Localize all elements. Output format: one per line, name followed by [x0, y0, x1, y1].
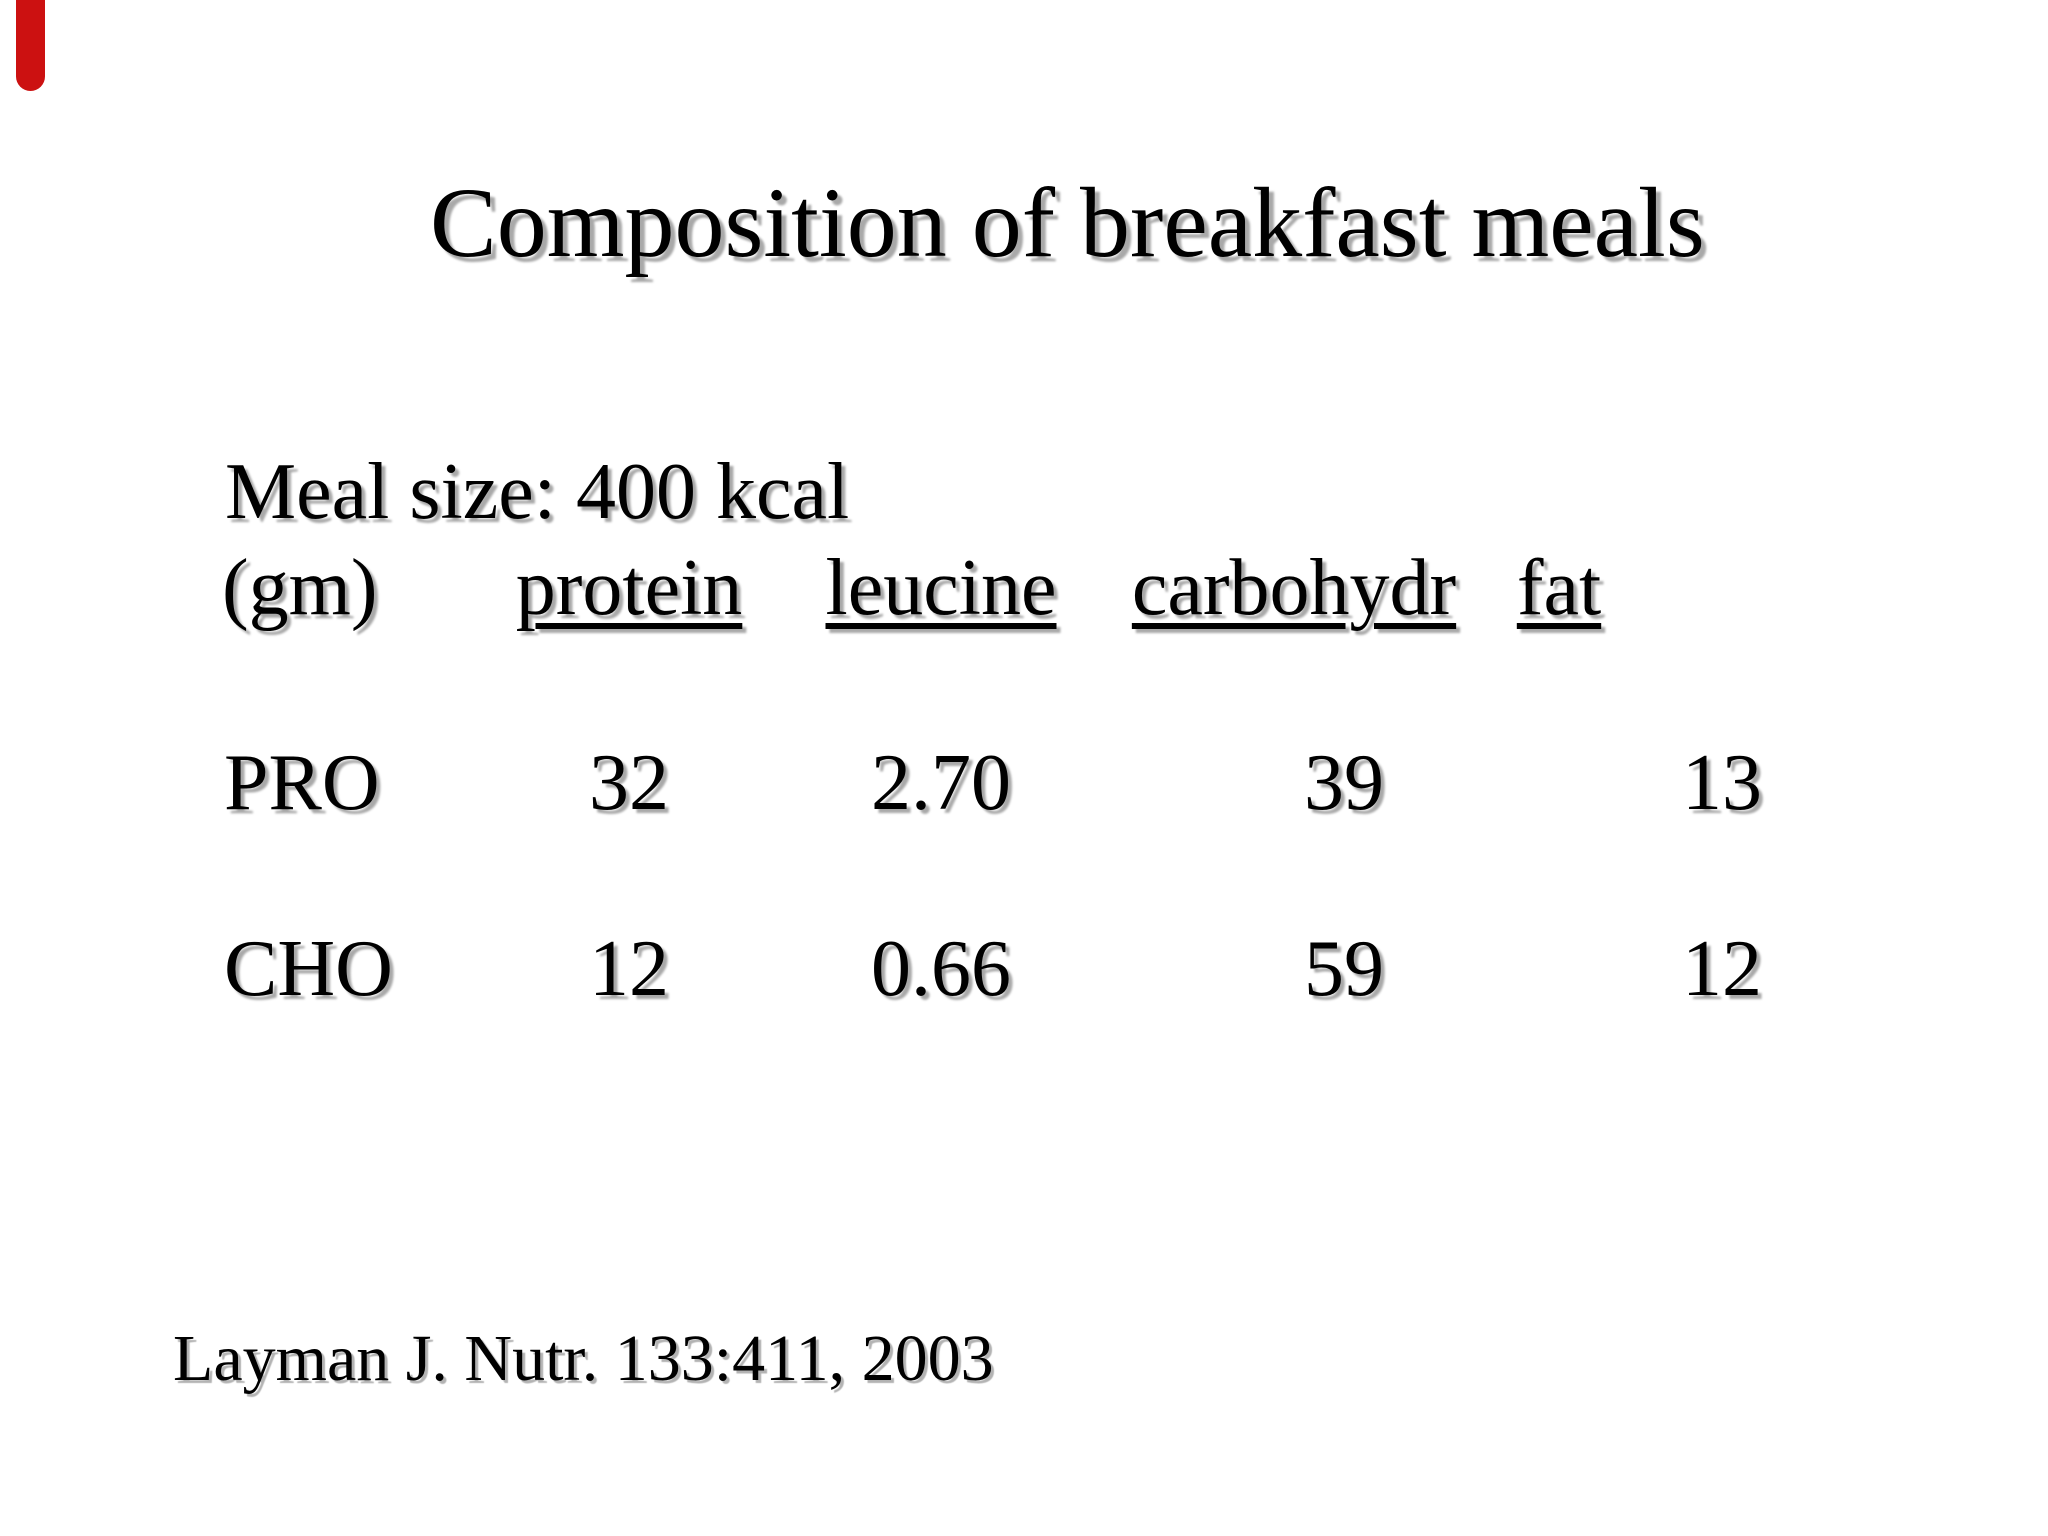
- citation-text: Layman J. Nutr. 133:411, 2003: [173, 1322, 994, 1395]
- cell-pro-protein: 32: [589, 739, 669, 827]
- column-header-protein: protein: [515, 544, 743, 632]
- slide-title: Composition of breakfast meals: [430, 167, 1705, 278]
- cell-pro-carbohydr: 39: [1304, 739, 1384, 827]
- cell-pro-fat: 13: [1682, 739, 1762, 827]
- column-header-carbohydr: carbohydr: [1131, 544, 1457, 632]
- red-marker: [16, 0, 45, 91]
- cell-cho-carbohydr: 59: [1304, 925, 1384, 1013]
- cell-cho-protein: 12: [589, 925, 669, 1013]
- cell-pro-leucine: 2.70: [871, 739, 1011, 827]
- cell-cho-leucine: 0.66: [871, 925, 1011, 1013]
- column-header-leucine: leucine: [825, 544, 1057, 632]
- unit-label: (gm): [222, 544, 378, 632]
- meal-size-text: Meal size: 400 kcal: [225, 448, 850, 536]
- column-header-fat: fat: [1516, 544, 1602, 632]
- cell-cho-fat: 12: [1682, 925, 1762, 1013]
- row-label-pro: PRO: [224, 739, 380, 827]
- row-label-cho: CHO: [224, 925, 393, 1013]
